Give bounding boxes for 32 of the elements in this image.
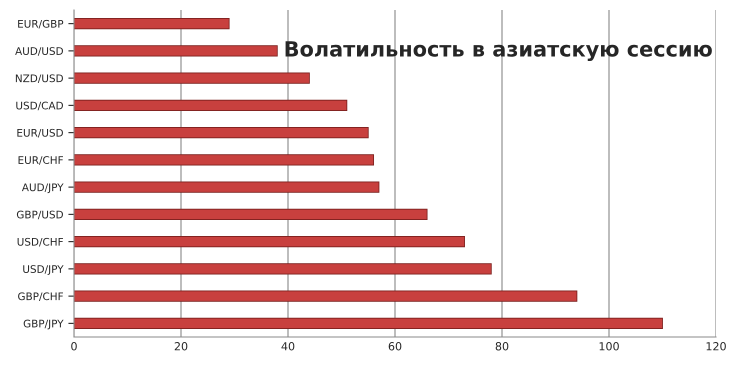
y-tick-label: NZD/USD	[16, 74, 63, 84]
y-tick-label: USD/JPY	[23, 265, 64, 275]
x-tick-label: 20	[174, 342, 188, 350]
y-tick-label: EUR/USD	[17, 128, 63, 138]
y-tick-label: AUD/JPY	[22, 183, 64, 194]
bar	[74, 127, 369, 138]
bar	[74, 182, 380, 193]
text: Волатильность в азиатскую сессию	[286, 41, 712, 61]
y-tick-label: EUR/CHF	[18, 156, 63, 165]
y-tick-label: GBP/JPY	[24, 320, 64, 330]
bar	[74, 100, 348, 111]
bar	[74, 236, 465, 248]
bar	[74, 72, 310, 84]
x-tick-label: 120	[706, 342, 726, 350]
y-tick-label: AUD/USD	[15, 47, 63, 56]
bar	[74, 154, 374, 166]
bar	[74, 318, 663, 329]
y-tick-label: GBP/CHF	[18, 292, 63, 302]
y-tick-label: USD/CHF	[18, 238, 63, 247]
x-tick-label: 60	[388, 342, 402, 350]
x-tick-label: 100	[600, 342, 619, 350]
bar	[74, 263, 492, 274]
y-tick-label: GBP/USD	[16, 210, 63, 220]
y-tick-label: USD/CAD	[16, 102, 63, 110]
x-tick-label: 40	[281, 342, 294, 350]
bar	[74, 18, 230, 30]
y-tick-label: EUR/GBP	[18, 20, 64, 29]
bar	[74, 290, 578, 302]
x-tick-label: 0	[71, 342, 77, 350]
bar	[74, 208, 428, 220]
bar	[74, 45, 278, 56]
x-tick-label: 80	[496, 342, 508, 350]
